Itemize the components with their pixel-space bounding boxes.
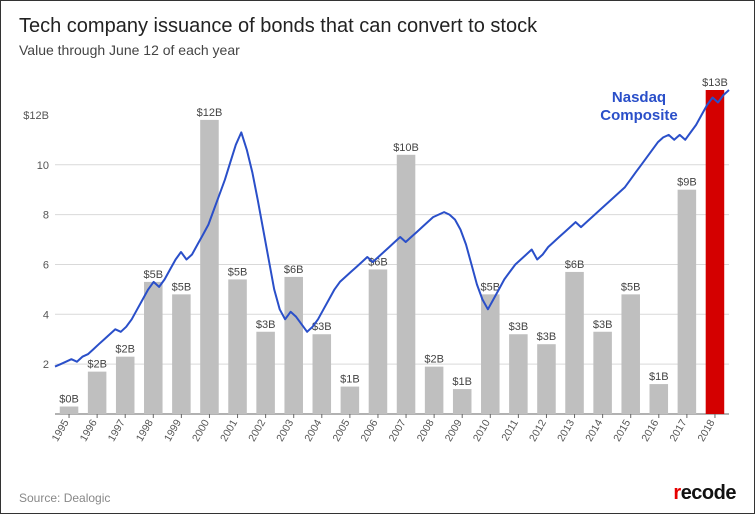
svg-text:4: 4	[43, 309, 49, 321]
bar-1999	[172, 294, 191, 414]
chart-area: 2 4 6 8 10 $12B $0B 1995 $2B 1996 $2B 1997 $5B 1998 $5…	[19, 66, 736, 456]
svg-text:$12B: $12B	[23, 110, 49, 122]
xlabel-2007: 2007	[387, 417, 409, 443]
bar-2001	[228, 279, 247, 414]
bar-2010	[481, 294, 500, 414]
bar-2006	[369, 269, 388, 414]
xlabel-2004: 2004	[302, 417, 324, 443]
bar-2003	[284, 277, 303, 414]
chart-frame: Tech company issuance of bonds that can …	[0, 0, 755, 514]
xlabel-2005: 2005	[330, 417, 352, 443]
bar-label-1995: $0B	[59, 394, 79, 406]
xlabel-2002: 2002	[246, 417, 268, 443]
bar-2014	[593, 332, 612, 414]
bar-label-1999: $5B	[172, 281, 192, 293]
bar-2012	[537, 344, 556, 414]
bar-2015	[621, 294, 640, 414]
nasdaq-label: Composite	[600, 107, 678, 124]
xlabel-1998: 1998	[134, 417, 156, 443]
bar-2007	[397, 155, 416, 414]
source-label: Source: Dealogic	[19, 491, 110, 505]
bar-1996	[88, 372, 107, 414]
xlabel-2000: 2000	[190, 417, 212, 443]
chart-svg: 2 4 6 8 10 $12B $0B 1995 $2B 1996 $2B 1997 $5B 1998 $5…	[19, 66, 737, 456]
bar-label-1997: $2B	[115, 344, 135, 356]
xlabel-2011: 2011	[499, 417, 521, 443]
nasdaq-label: Nasdaq	[612, 89, 666, 106]
bar-2017	[678, 190, 697, 414]
bar-2013	[565, 272, 584, 414]
bar-2011	[509, 334, 528, 414]
bar-label-2013: $6B	[565, 259, 585, 271]
bar-label-2007: $10B	[393, 142, 419, 154]
xlabel-1996: 1996	[78, 417, 100, 443]
xlabel-2018: 2018	[695, 417, 717, 443]
chart-title: Tech company issuance of bonds that can …	[19, 15, 736, 38]
xlabel-2014: 2014	[583, 417, 605, 443]
bar-2005	[341, 387, 360, 414]
xlabel-2001: 2001	[218, 417, 240, 443]
bar-label-1996: $2B	[87, 359, 107, 371]
bar-2016	[650, 384, 669, 414]
bar-label-2015: $5B	[621, 281, 641, 293]
bar-2008	[425, 367, 444, 414]
bar-label-2005: $1B	[340, 374, 360, 386]
svg-text:6: 6	[43, 259, 49, 271]
bar-label-2003: $6B	[284, 264, 304, 276]
bar-1997	[116, 357, 135, 414]
bar-label-2016: $1B	[649, 371, 669, 383]
xlabel-2003: 2003	[274, 417, 296, 443]
xlabel-2016: 2016	[639, 417, 661, 443]
xlabel-2006: 2006	[358, 417, 380, 443]
bar-label-2002: $3B	[256, 319, 276, 331]
xlabel-2009: 2009	[443, 417, 465, 443]
xlabel-2010: 2010	[471, 417, 493, 443]
bar-2004	[313, 334, 332, 414]
xlabel-1995: 1995	[50, 417, 72, 443]
bar-2018	[706, 90, 725, 414]
bar-1998	[144, 282, 163, 414]
xlabel-2017: 2017	[667, 417, 689, 443]
bar-1995	[60, 407, 79, 414]
xlabel-2008: 2008	[415, 417, 437, 443]
xlabel-1997: 1997	[106, 417, 128, 443]
bar-label-2000: $12B	[197, 107, 223, 119]
xlabel-2013: 2013	[555, 417, 577, 443]
svg-text:2: 2	[43, 359, 49, 371]
bar-2002	[256, 332, 275, 414]
brand-logo: recode	[673, 482, 736, 505]
bar-label-2018: $13B	[702, 77, 728, 89]
svg-text:10: 10	[37, 160, 49, 172]
bar-label-1998: $5B	[144, 269, 164, 281]
chart-subtitle: Value through June 12 of each year	[19, 42, 736, 58]
bar-2000	[200, 120, 219, 414]
xlabel-2015: 2015	[611, 417, 633, 443]
chart-footer: Source: Dealogic recode	[19, 482, 736, 505]
xlabel-1999: 1999	[162, 417, 184, 443]
bar-label-2017: $9B	[677, 177, 697, 189]
bar-2009	[453, 389, 472, 414]
xlabel-2012: 2012	[527, 417, 549, 443]
bar-label-2012: $3B	[537, 331, 557, 343]
bar-label-2009: $1B	[452, 376, 472, 388]
bar-label-2001: $5B	[228, 266, 248, 278]
bar-label-2008: $2B	[424, 354, 444, 366]
bar-label-2014: $3B	[593, 319, 613, 331]
svg-text:8: 8	[43, 210, 49, 222]
bar-label-2011: $3B	[509, 321, 529, 333]
